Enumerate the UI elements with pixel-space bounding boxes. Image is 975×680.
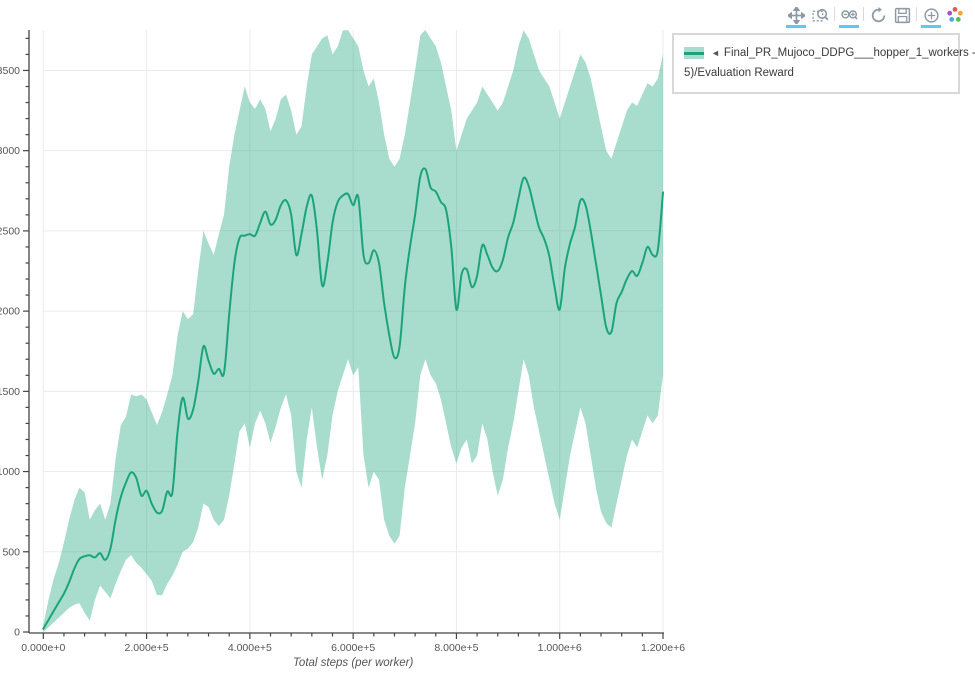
x-tick-label: 8.000e+5 (434, 642, 478, 654)
legend-hide-arrow-icon[interactable]: ◄ (711, 48, 720, 58)
y-tick-label: 500 (2, 546, 20, 558)
x-tick-label: 0.000e+0 (21, 642, 65, 654)
mean-reward-line (42, 167, 664, 630)
legend-label-line2[interactable]: 5)/Evaluation Reward (684, 67, 794, 79)
reset-axes-icon[interactable] (866, 3, 890, 27)
y-tick-label: 3000 (0, 145, 20, 157)
pan-icon[interactable] (784, 3, 808, 28)
x-tick-label: 2.000e+5 (125, 642, 169, 654)
legend-label-line1[interactable]: Final_PR_Mujoco_DDPG___hopper_1_workers … (723, 47, 975, 59)
active-underline (921, 25, 941, 28)
y-tick-label: 2500 (0, 225, 20, 237)
x-tick-label: 1.000e+6 (538, 642, 582, 654)
y-tick-label: 3500 (0, 65, 20, 77)
modebar-separator (863, 7, 864, 21)
modebar (784, 3, 967, 28)
confidence-band (43, 30, 664, 632)
box-zoom-icon[interactable] (808, 3, 832, 27)
legend[interactable]: ◄ Final_PR_Mujoco_DDPG___hopper_1_worker… (672, 33, 975, 94)
modebar-separator (834, 7, 835, 21)
plotly-logo-icon[interactable] (943, 3, 967, 27)
y-tick-label: 1500 (0, 386, 20, 398)
legend-swatch-icon (684, 47, 704, 59)
y-tick-label: 1000 (0, 466, 20, 478)
x-axis-title: Total steps (per worker) (293, 657, 414, 669)
toggle-spikelines-icon[interactable] (919, 3, 943, 28)
active-underline (839, 25, 859, 28)
active-underline (786, 25, 806, 28)
y-tick-label: 2000 (0, 306, 20, 318)
zoom-in-out-icon[interactable] (837, 3, 861, 28)
x-tick-label: 6.000e+5 (331, 642, 375, 654)
modebar-separator (916, 7, 917, 21)
download-plot-icon[interactable] (890, 3, 914, 27)
x-tick-label: 1.200e+6 (641, 642, 685, 654)
y-tick-label: 0 (14, 627, 20, 639)
x-tick-label: 4.000e+5 (228, 642, 272, 654)
